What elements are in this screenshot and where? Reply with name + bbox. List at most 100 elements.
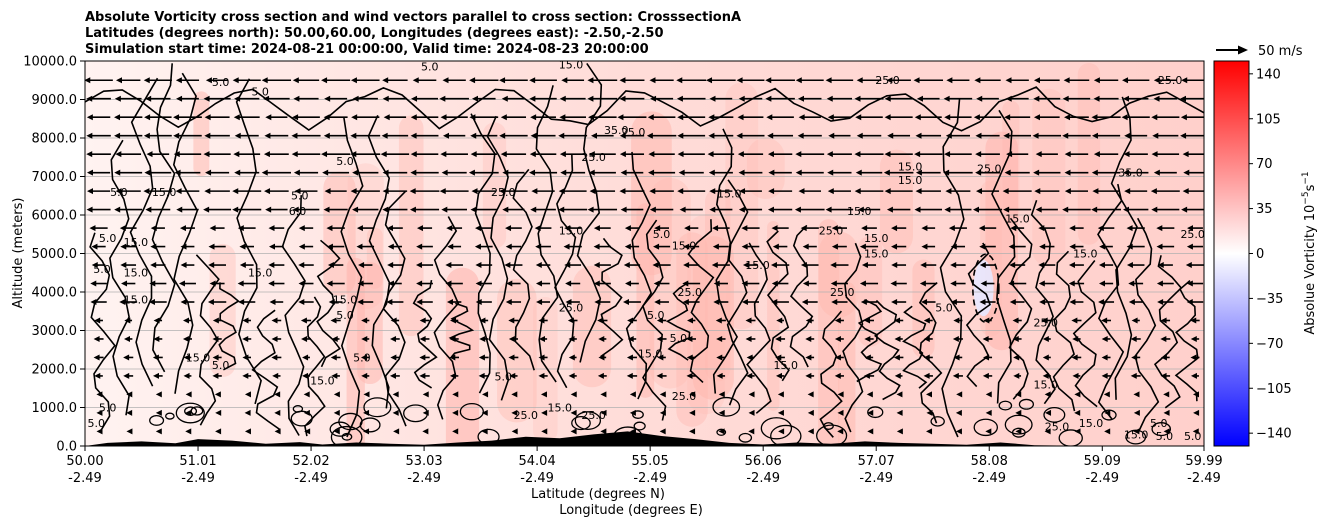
wind-vector-head bbox=[301, 335, 308, 342]
wind-vector-head bbox=[716, 354, 723, 361]
wind-vector-head bbox=[570, 391, 577, 398]
wind-vector-head bbox=[923, 317, 930, 324]
wind-vector-head bbox=[955, 428, 962, 435]
wind-vector-head bbox=[777, 391, 784, 398]
wind-vector-head bbox=[330, 317, 337, 324]
contour-line bbox=[576, 62, 603, 363]
wind-vector-head bbox=[149, 280, 156, 287]
wind-vector-head bbox=[798, 114, 805, 121]
wind-vector-head bbox=[244, 428, 251, 435]
wind-vector-head bbox=[587, 77, 594, 84]
contour-label: 25.0 bbox=[672, 390, 697, 403]
wind-vector-head bbox=[771, 280, 778, 287]
wind-vector-head bbox=[948, 225, 955, 232]
colorbar-gradient bbox=[1213, 60, 1250, 447]
wind-vector-head bbox=[265, 114, 272, 121]
contour-line bbox=[789, 224, 814, 368]
wind-vector-head bbox=[203, 95, 210, 102]
wind-vector-head bbox=[945, 188, 952, 195]
wind-vector-head bbox=[1064, 169, 1071, 176]
wind-vector-head bbox=[1012, 317, 1019, 324]
wind-vector-head bbox=[624, 225, 631, 232]
vorticity-patches bbox=[193, 62, 1101, 446]
wind-vector-head bbox=[511, 428, 518, 435]
wind-vector-head bbox=[1071, 354, 1078, 361]
wind-vector-head bbox=[439, 188, 446, 195]
wind-vector-head bbox=[765, 77, 772, 84]
wind-vector-head bbox=[1074, 409, 1081, 416]
wind-vector-head bbox=[828, 132, 835, 139]
wind-vector-head bbox=[1033, 114, 1040, 121]
wind-vector-head bbox=[153, 335, 160, 342]
wind-vector-head bbox=[1034, 188, 1041, 195]
wind-vector-head bbox=[568, 372, 575, 379]
wind-vector-head bbox=[945, 132, 952, 139]
wind-vector-head bbox=[1092, 188, 1099, 195]
wind-vector-head bbox=[392, 409, 399, 416]
wind-vector-head bbox=[475, 299, 482, 306]
wind-vector-head bbox=[738, 169, 745, 176]
wind-vector-head bbox=[382, 77, 389, 84]
wind-vector-head bbox=[416, 280, 423, 287]
colorbar-tick-label: −105 bbox=[1256, 382, 1292, 397]
wind-vector-head bbox=[387, 262, 394, 269]
x-tick-label-lat: 56.06 bbox=[745, 454, 782, 469]
wind-vectors bbox=[85, 77, 1204, 435]
wind-vector-head bbox=[1003, 132, 1010, 139]
y-tick-label: 10000.0 bbox=[23, 55, 77, 70]
wind-vector-head bbox=[953, 317, 960, 324]
wind-vector-head bbox=[479, 335, 486, 342]
wind-vector-head bbox=[559, 95, 566, 102]
wind-vector-head bbox=[1180, 132, 1187, 139]
wind-vector-head bbox=[1062, 95, 1069, 102]
wind-vector-head bbox=[854, 188, 861, 195]
wind-vector-head bbox=[1193, 409, 1200, 416]
wind-vector-head bbox=[535, 243, 542, 250]
vorticity-patch bbox=[912, 259, 935, 358]
wind-vector-head bbox=[205, 77, 212, 84]
wind-vector-head bbox=[175, 77, 182, 84]
wind-vector-head bbox=[795, 151, 802, 158]
wind-vector-head bbox=[470, 206, 477, 213]
wind-vector-head bbox=[801, 299, 808, 306]
contour-line bbox=[109, 139, 130, 416]
wind-vector-head bbox=[419, 335, 426, 342]
wind-vector-head bbox=[778, 428, 785, 435]
wind-vector-head bbox=[209, 225, 216, 232]
wind-vector-head bbox=[854, 151, 861, 158]
wind-vector-head bbox=[1156, 243, 1163, 250]
wind-vector-head bbox=[884, 151, 891, 158]
wind-vector-head bbox=[1190, 317, 1197, 324]
wind-vector-head bbox=[617, 114, 624, 121]
x-tick-label-lat: 57.07 bbox=[858, 454, 895, 469]
wind-vector-head bbox=[738, 206, 745, 213]
wind-vector-head bbox=[176, 206, 183, 213]
wind-vector-head bbox=[689, 409, 696, 416]
wind-vector-head bbox=[623, 299, 630, 306]
wind-vector-head bbox=[884, 114, 891, 121]
wind-vector-head bbox=[1033, 77, 1040, 84]
wind-vector-head bbox=[114, 132, 121, 139]
wind-vector-head bbox=[232, 77, 239, 84]
wind-vector-head bbox=[302, 372, 309, 379]
wind-vector-head bbox=[741, 243, 748, 250]
wind-vector-head bbox=[777, 409, 784, 416]
wind-vector-head bbox=[619, 151, 626, 158]
y-tick-label: 4000.0 bbox=[32, 286, 78, 301]
wind-vector-head bbox=[944, 114, 951, 121]
wind-vector-head bbox=[182, 335, 189, 342]
wind-vector-head bbox=[529, 95, 536, 102]
wind-vector-head bbox=[469, 77, 476, 84]
x-tick-label-lat: 59.99 bbox=[1185, 454, 1222, 469]
x-tick-label-lon: -2.49 bbox=[181, 471, 215, 486]
x-tick-label-lon: -2.49 bbox=[1187, 471, 1221, 486]
wind-vector-head bbox=[268, 243, 275, 250]
wind-vector-head bbox=[1009, 299, 1016, 306]
wind-vector-head bbox=[86, 132, 93, 139]
wind-vector-head bbox=[298, 299, 305, 306]
wind-vector-head bbox=[891, 262, 898, 269]
wind-vector-head bbox=[182, 317, 189, 324]
wind-vector-head bbox=[1153, 169, 1160, 176]
wind-vector-head bbox=[587, 206, 594, 213]
wind-vector-head bbox=[358, 262, 365, 269]
